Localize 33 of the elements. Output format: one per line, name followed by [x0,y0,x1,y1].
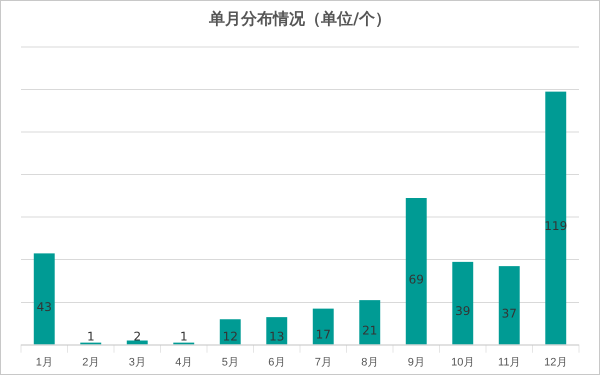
data-label: 37 [502,306,517,320]
data-label: 1 [180,329,188,344]
x-tick-label: 6月 [268,356,286,368]
x-tick-label: 2月 [82,356,100,368]
x-tick-label: 7月 [314,356,332,368]
x-tick-label: 5月 [222,356,239,368]
bar [498,266,520,344]
bar [34,253,55,344]
x-tick-label: 3月 [128,356,146,368]
x-tick-label: 1月 [36,356,53,368]
data-label: 17 [316,328,331,342]
data-label: 13 [269,329,284,344]
x-tick-label: 11月 [498,356,520,368]
data-label: 21 [362,323,378,338]
data-label: 12 [222,329,238,344]
data-label: 2 [133,329,142,344]
data-label: 39 [455,304,470,318]
x-tick-label: 12月 [544,356,568,368]
x-tick-label: 9月 [408,356,425,368]
bar [126,340,148,344]
bar [452,262,474,344]
bar [359,300,380,344]
chart-title: 单月分布情况（单位/个） [208,9,392,30]
bar [406,198,427,344]
data-label: 1 [86,329,95,344]
x-tick-label: 10月 [451,356,474,368]
data-label: 43 [36,300,52,314]
bar [266,317,288,344]
x-tick-label: 4月 [175,356,192,368]
x-tick-label: 8月 [361,356,378,368]
bar [312,308,334,344]
data-label: 69 [408,272,424,286]
bar [545,92,566,344]
